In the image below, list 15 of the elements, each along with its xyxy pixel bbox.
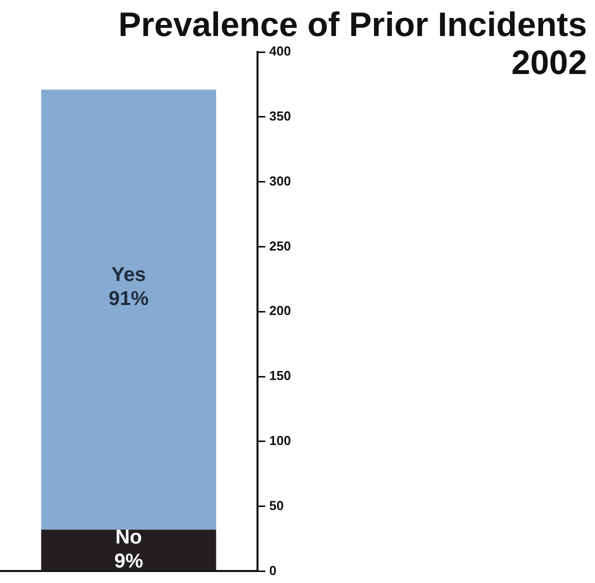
y-tick-label: 250 [269,238,292,254]
text: Prevalence of Prior Incidents [118,6,587,44]
y-tick-label: 150 [269,368,292,384]
series-label: No [115,526,142,549]
y-tick-label: 400 [269,44,292,59]
series-label: Yes [111,264,146,286]
y-tick-label: 0 [269,562,277,578]
y-tick-label: 200 [269,303,292,318]
annotation: 9% [114,550,144,573]
y-tick-label: 350 [269,108,292,124]
y-tick-label: 100 [269,432,292,448]
annotation: 91% [108,288,149,310]
text: 2002 [511,44,587,82]
y-tick-label: 300 [269,173,292,188]
y-tick-label: 50 [269,498,284,513]
